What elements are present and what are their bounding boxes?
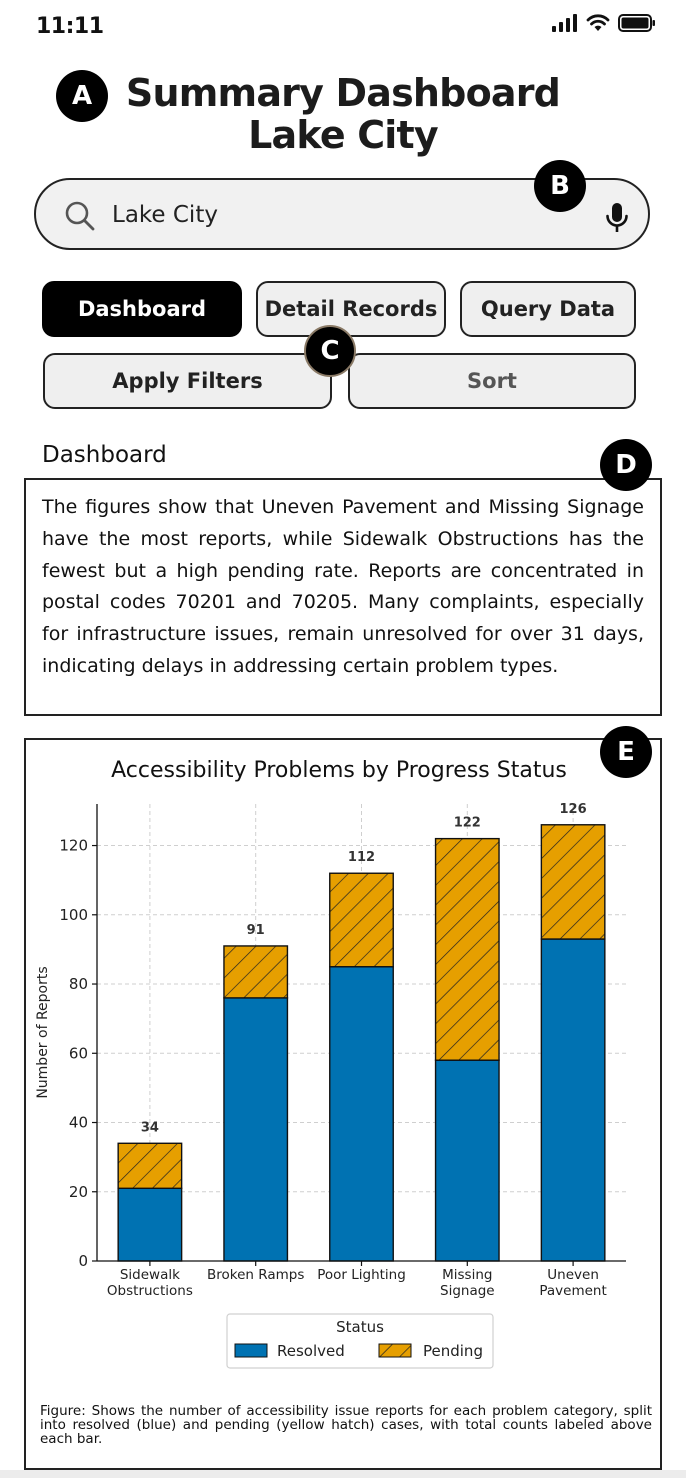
- x-tick-label: Poor Lighting: [317, 1267, 406, 1283]
- microphone-icon[interactable]: [604, 202, 630, 234]
- bar-resolved: [223, 997, 289, 1262]
- chart-caption: Figure: Shows the number of accessibilit…: [40, 1403, 652, 1447]
- legend-label-pending: Pending: [423, 1342, 483, 1360]
- apply-filters-button[interactable]: Apply Filters: [43, 353, 332, 409]
- marker-d: D: [600, 439, 652, 491]
- legend-swatch-pending: [378, 1343, 412, 1358]
- legend-swatch-resolved: [234, 1343, 268, 1358]
- chart-panel: Accessibility Problems by Progress Statu…: [24, 738, 662, 1470]
- y-tick-label: 60: [69, 1044, 88, 1062]
- bar-pending: [223, 945, 289, 999]
- search-input[interactable]: Lake City: [112, 202, 218, 228]
- y-tick-label: 80: [69, 975, 88, 993]
- search-icon: [65, 201, 95, 231]
- bar-total-label: 126: [560, 802, 587, 817]
- x-tick-label: Broken Ramps: [207, 1267, 304, 1283]
- bar-total-label: 122: [454, 816, 481, 831]
- x-tick-label: Uneven Pavement: [539, 1267, 606, 1299]
- tab-detail-records[interactable]: Detail Records: [256, 281, 446, 337]
- signal-icon: [552, 14, 577, 32]
- y-tick-label: 0: [78, 1252, 88, 1270]
- legend-box: [226, 1313, 494, 1369]
- bar-resolved: [540, 938, 606, 1262]
- title-line-1: Summary Dashboard: [125, 71, 561, 115]
- bar-resolved: [117, 1187, 183, 1262]
- bar-pending: [434, 837, 500, 1061]
- y-tick-label: 40: [69, 1114, 88, 1132]
- bar-pending: [540, 824, 606, 940]
- bar-pending: [117, 1142, 183, 1189]
- status-time: 11:11: [36, 14, 104, 39]
- y-axis-label: Number of Reports: [35, 966, 51, 1098]
- x-tick-label: Missing Signage: [440, 1267, 495, 1299]
- section-title: Dashboard: [42, 442, 167, 468]
- bar-total-label: 34: [141, 1120, 159, 1135]
- bar-total-label: 91: [247, 923, 265, 938]
- bar-resolved: [434, 1059, 500, 1262]
- title-line-2: Lake City: [248, 113, 439, 157]
- bar-resolved: [329, 966, 394, 1262]
- legend-label-resolved: Resolved: [277, 1342, 345, 1360]
- y-tick-label: 20: [69, 1183, 88, 1201]
- x-tick-label: Sidewalk Obstructions: [107, 1267, 193, 1299]
- bar-chart: 34 91 112 122 126 0 20 40 60 80 100 120 Sidewalk Obst…: [35, 802, 626, 1369]
- marker-c: C: [304, 325, 356, 377]
- bar-total-label: 112: [348, 850, 375, 865]
- summary-text: The figures show that Uneven Pavement an…: [42, 496, 644, 677]
- marker-b: B: [534, 160, 586, 212]
- summary-box: The figures show that Uneven Pavement an…: [24, 478, 662, 716]
- y-tick-label: 120: [59, 837, 88, 855]
- legend-title: Status: [336, 1318, 384, 1336]
- battery-icon: [618, 14, 655, 32]
- wifi-icon: [586, 14, 610, 31]
- sort-button[interactable]: Sort: [348, 353, 636, 409]
- status-bar: 11:11: [0, 0, 686, 56]
- page-title: Summary Dashboard Lake City: [0, 72, 686, 156]
- bar-pending: [329, 872, 394, 968]
- tab-dashboard[interactable]: Dashboard: [42, 281, 242, 337]
- marker-a: A: [56, 70, 108, 122]
- tab-query-data[interactable]: Query Data: [460, 281, 636, 337]
- chart-title: Accessibility Problems by Progress Statu…: [111, 758, 567, 783]
- status-icons: [552, 14, 656, 32]
- marker-e: E: [600, 726, 652, 778]
- y-tick-label: 100: [59, 906, 88, 924]
- home-indicator-area: [0, 1470, 686, 1478]
